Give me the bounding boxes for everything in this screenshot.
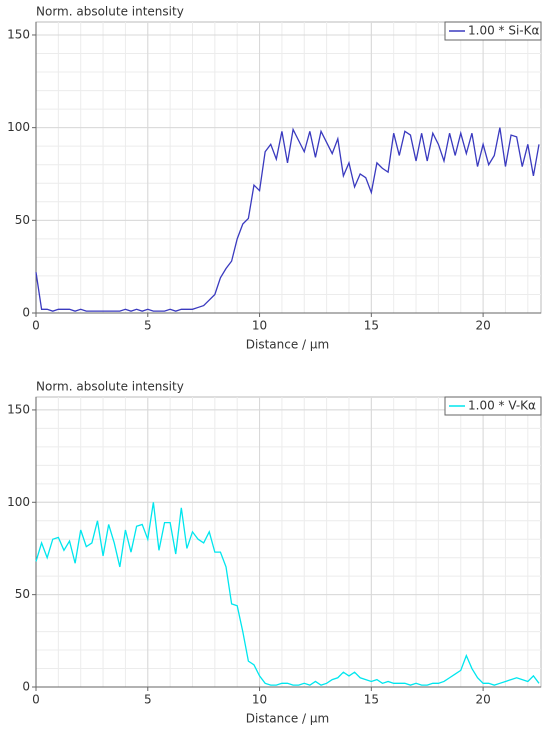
chart-title: Norm. absolute intensity xyxy=(36,380,184,394)
plot-area xyxy=(35,21,542,314)
y-tick-label: 0 xyxy=(22,680,30,694)
y-tick-label: 100 xyxy=(7,120,30,134)
data-line xyxy=(35,502,540,686)
x-tick-label: 0 xyxy=(32,319,40,333)
x-axis-label: Distance / µm xyxy=(246,338,329,352)
x-tick-label: 10 xyxy=(252,319,267,333)
y-tick-label: 50 xyxy=(15,213,30,227)
x-axis-label: Distance / µm xyxy=(246,712,329,726)
x-tick-label: 10 xyxy=(252,693,267,707)
x-tick-label: 5 xyxy=(144,319,152,333)
x-tick-label: 15 xyxy=(364,319,379,333)
legend-label: 1.00 * Si-Kα xyxy=(468,24,539,38)
x-tick-label: 20 xyxy=(475,319,490,333)
chart: Norm. absolute intensity 0 50 100 150 0 5 10 15 2… xyxy=(7,5,542,352)
plot-area xyxy=(35,396,542,688)
x-tick-label: 0 xyxy=(32,693,40,707)
x-tick-label: 15 xyxy=(364,693,379,707)
x-tick-label: 5 xyxy=(144,693,152,707)
data-line xyxy=(35,127,540,312)
y-tick-label: 0 xyxy=(22,306,30,320)
y-tick-label: 150 xyxy=(7,402,30,416)
chart: Norm. absolute intensity 0 50 100 150 0 5 10 15 2… xyxy=(7,380,542,726)
legend-label: 1.00 * V-Kα xyxy=(468,399,536,413)
y-tick-label: 150 xyxy=(7,27,30,41)
y-tick-label: 50 xyxy=(15,587,30,601)
chart-title: Norm. absolute intensity xyxy=(36,5,184,19)
y-tick-label: 100 xyxy=(7,495,30,509)
legend-box xyxy=(444,21,542,41)
legend-box xyxy=(444,396,542,416)
x-tick-label: 20 xyxy=(475,693,490,707)
